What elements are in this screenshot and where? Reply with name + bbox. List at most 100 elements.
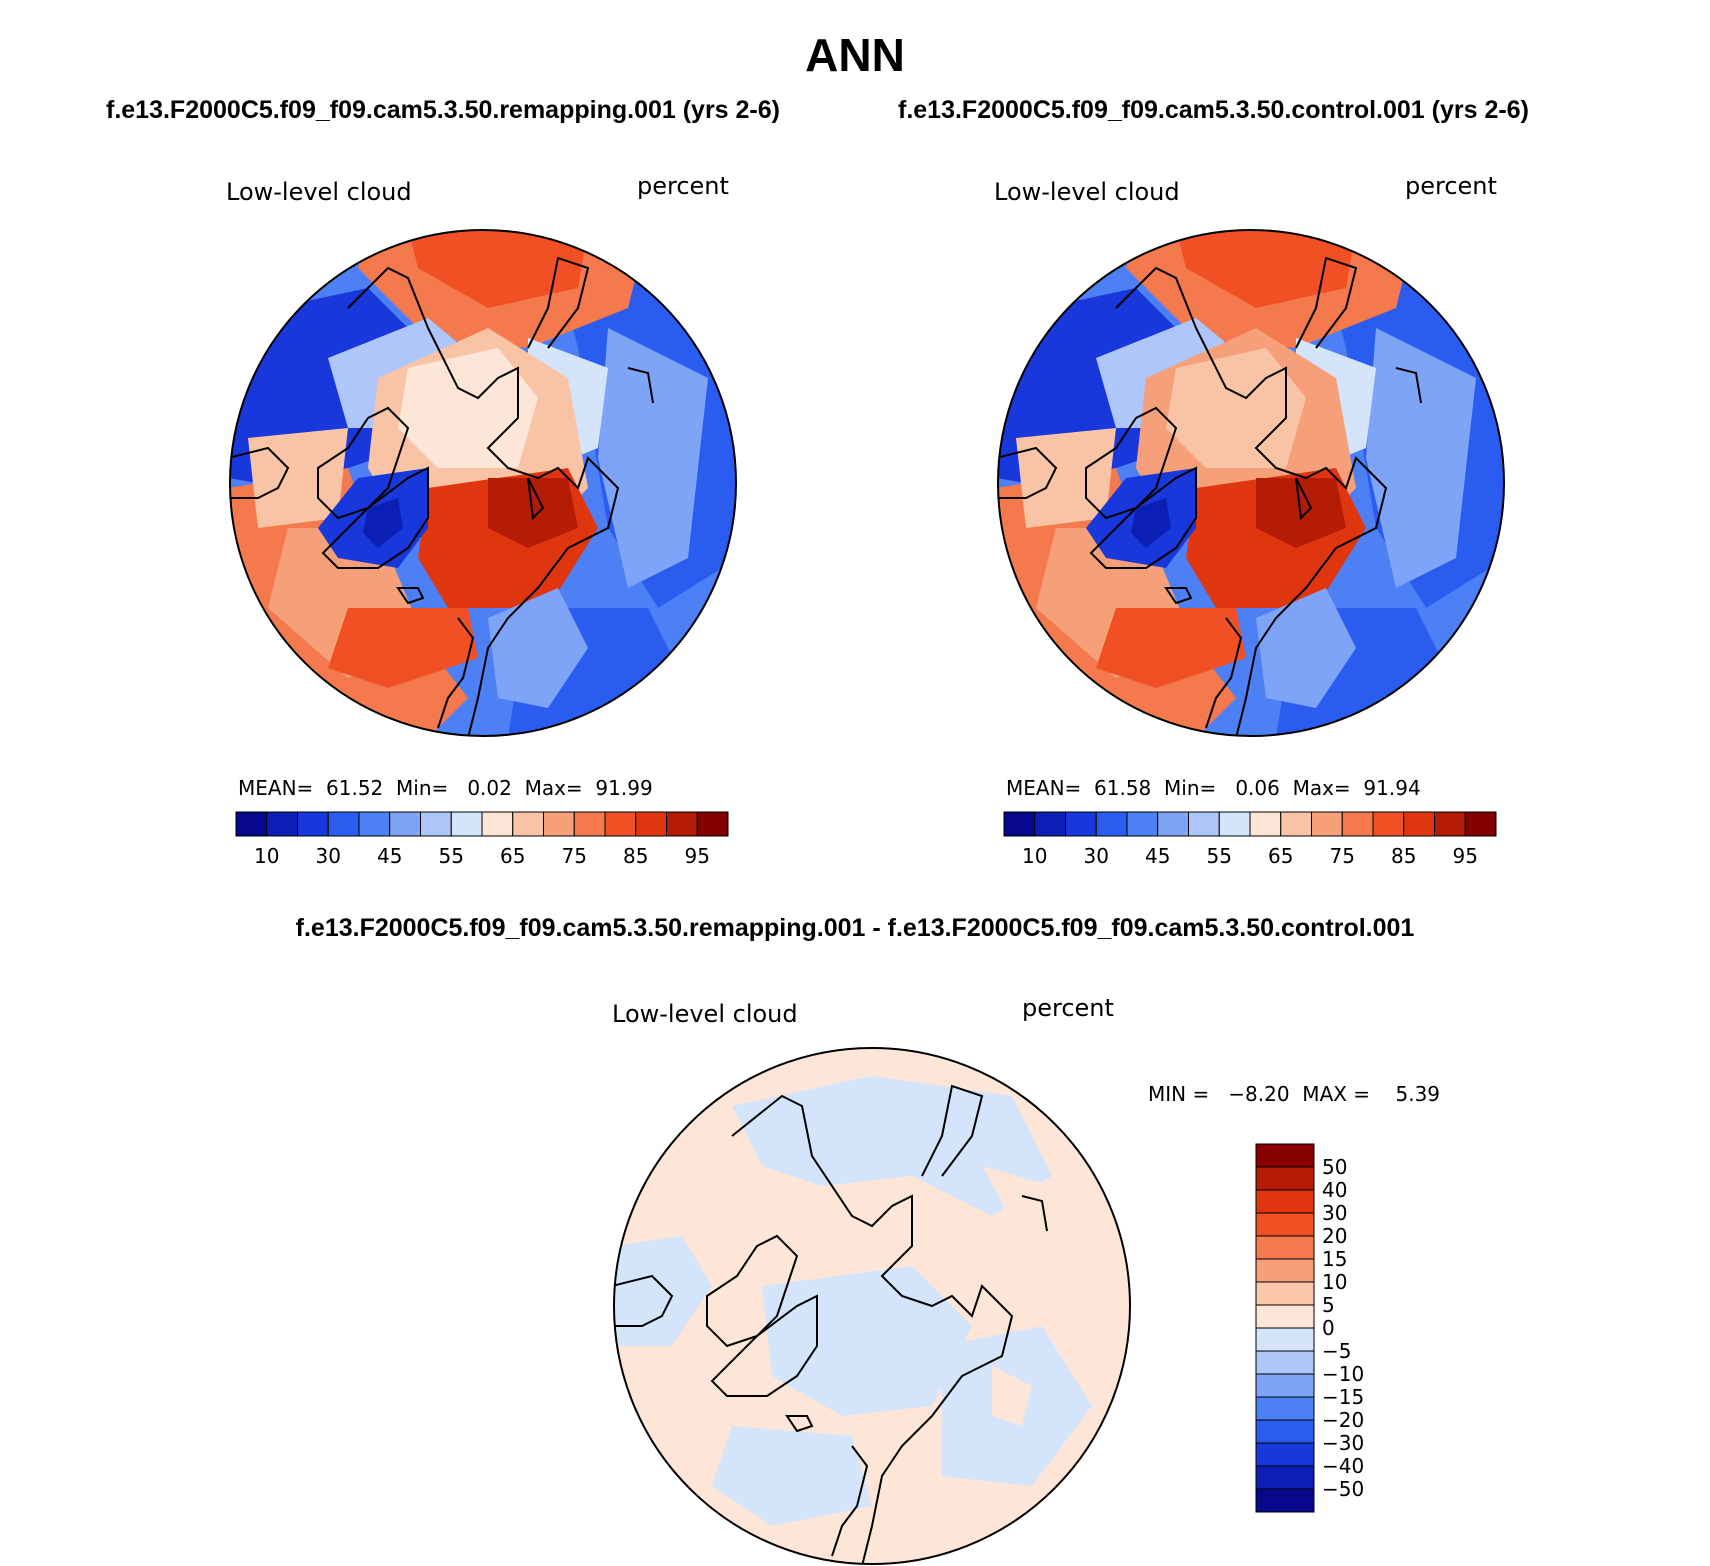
panel1-min-label: Min= bbox=[396, 776, 449, 800]
panel1-colorbar-swatch bbox=[420, 811, 452, 837]
difference-title: f.e13.F2000C5.f09_f09.cam5.3.50.remappin… bbox=[295, 914, 1415, 942]
panel2-colorbar-tick-label: 45 bbox=[1145, 844, 1171, 868]
panel1-colorbar-tick-label: 30 bbox=[315, 844, 341, 868]
panel2-colorbar-tick-label: 10 bbox=[1022, 844, 1048, 868]
page-title: ANN bbox=[805, 29, 905, 81]
difference-colorbar-tick-label: −30 bbox=[1322, 1431, 1365, 1455]
panel1-polar-map bbox=[229, 229, 737, 737]
panel2-colorbar-swatch bbox=[1218, 811, 1251, 837]
difference-colorbar-tick-label: −40 bbox=[1322, 1454, 1365, 1478]
panel2-colorbar-tick-label: 30 bbox=[1083, 844, 1109, 868]
panel1-colorbar-swatch bbox=[573, 811, 606, 837]
panel2-colorbar-swatch bbox=[1403, 811, 1435, 837]
panel1-mean-label: MEAN= bbox=[238, 776, 314, 800]
difference-field-label: Low-level cloud bbox=[612, 1000, 798, 1028]
panel2-colorbar-swatch bbox=[1003, 811, 1036, 837]
panel1-colorbar-swatch bbox=[358, 811, 391, 837]
panel1-min: 0.02 bbox=[467, 776, 512, 800]
panel2-max: 91.94 bbox=[1363, 776, 1421, 800]
panel1-colorbar-swatch bbox=[481, 811, 514, 837]
panel1-stats: MEAN= 61.52 Min= 0.02 Max= 91.99 bbox=[238, 776, 653, 800]
difference-colorbar-swatch bbox=[1255, 1281, 1315, 1306]
panel2-colorbar-swatch bbox=[1434, 811, 1466, 837]
panel2-min: 0.06 bbox=[1235, 776, 1280, 800]
panel2-colorbar-swatch bbox=[1464, 811, 1497, 837]
panel2-colorbar-swatch bbox=[1157, 811, 1189, 837]
panel2-colorbar-tick-label: 85 bbox=[1391, 844, 1417, 868]
panel1-colorbar-tick-label: 95 bbox=[684, 844, 710, 868]
difference-colorbar-ticks: 50 40 30 20 15 10 5 0 −5 −10 −15 −20 −30 −40 −50 bbox=[1322, 1144, 1402, 1512]
panel1-colorbar-swatch bbox=[512, 811, 544, 837]
panel1-colorbar bbox=[235, 811, 729, 837]
panel2-colorbar bbox=[1003, 811, 1497, 837]
panel1-colorbar-swatch bbox=[327, 811, 360, 837]
panel2-colorbar-swatch bbox=[1095, 811, 1128, 837]
panel2-min-label: Min= bbox=[1164, 776, 1217, 800]
difference-colorbar-swatch bbox=[1255, 1396, 1315, 1421]
difference-colorbar-tick-label: 15 bbox=[1322, 1247, 1348, 1271]
panel1-max: 91.99 bbox=[595, 776, 653, 800]
difference-colorbar bbox=[1255, 1143, 1315, 1513]
difference-colorbar-tick-label: 40 bbox=[1322, 1178, 1348, 1202]
panel1-colorbar-swatch bbox=[450, 811, 483, 837]
panel1-colorbar-swatch bbox=[297, 811, 329, 837]
difference-minmax: MIN = −8.20 MAX = 5.39 bbox=[1148, 1082, 1441, 1106]
panel1-colorbar-swatch bbox=[235, 811, 268, 837]
panel1-colorbar-tick-label: 65 bbox=[500, 844, 526, 868]
difference-colorbar-tick-label: 0 bbox=[1322, 1316, 1335, 1340]
difference-colorbar-tick-label: 5 bbox=[1322, 1293, 1335, 1317]
difference-colorbar-tick-label: 10 bbox=[1322, 1270, 1348, 1294]
panel1-colorbar-swatch bbox=[666, 811, 698, 837]
panel1-colorbar-swatch bbox=[696, 811, 729, 837]
panel2-field-label: Low-level cloud bbox=[994, 178, 1180, 206]
panel1-case-title: f.e13.F2000C5.f09_f09.cam5.3.50.remappin… bbox=[106, 96, 780, 124]
difference-colorbar-swatch bbox=[1255, 1350, 1315, 1375]
difference-colorbar-swatch bbox=[1255, 1212, 1315, 1237]
panel2-colorbar-tick-label: 55 bbox=[1206, 844, 1232, 868]
difference-colorbar-tick-label: −20 bbox=[1322, 1408, 1365, 1432]
difference-colorbar-swatch bbox=[1255, 1419, 1315, 1444]
difference-colorbar-swatch bbox=[1255, 1488, 1315, 1513]
panel1-colorbar-tick-label: 75 bbox=[561, 844, 587, 868]
panel1-units-label: percent bbox=[637, 172, 729, 200]
panel2-colorbar-tick-label: 75 bbox=[1329, 844, 1355, 868]
difference-colorbar-swatch bbox=[1255, 1143, 1315, 1168]
panel1-colorbar-swatch bbox=[635, 811, 667, 837]
panel1-colorbar-swatch bbox=[266, 811, 298, 837]
panel2-max-label: Max= bbox=[1292, 776, 1351, 800]
panel2-colorbar-swatch bbox=[1188, 811, 1220, 837]
panel1-field-label: Low-level cloud bbox=[226, 178, 412, 206]
difference-colorbar-tick-label: −50 bbox=[1322, 1477, 1365, 1501]
panel1-colorbar-tick-label: 55 bbox=[438, 844, 464, 868]
difference-colorbar-swatch bbox=[1255, 1373, 1315, 1398]
panel1-colorbar-tick-label: 10 bbox=[254, 844, 280, 868]
panel1-max-label: Max= bbox=[524, 776, 583, 800]
difference-colorbar-tick-label: −5 bbox=[1322, 1339, 1352, 1363]
panel1-colorbar-swatch bbox=[543, 811, 575, 837]
difference-colorbar-swatch bbox=[1255, 1258, 1315, 1283]
difference-polar-map bbox=[613, 1047, 1131, 1565]
panel1-colorbar-tick-label: 45 bbox=[377, 844, 403, 868]
difference-colorbar-tick-label: −15 bbox=[1322, 1385, 1365, 1409]
panel2-colorbar-swatch bbox=[1372, 811, 1405, 837]
difference-colorbar-swatch bbox=[1255, 1189, 1315, 1214]
panel2-colorbar-swatch bbox=[1126, 811, 1159, 837]
panel2-colorbar-swatch bbox=[1249, 811, 1282, 837]
difference-colorbar-swatch bbox=[1255, 1166, 1315, 1191]
panel2-colorbar-ticks: 10 30 45 55 65 75 85 95 bbox=[1004, 844, 1496, 872]
difference-colorbar-swatch bbox=[1255, 1304, 1315, 1329]
panel1-colorbar-ticks: 10 30 45 55 65 75 85 95 bbox=[236, 844, 728, 872]
panel2-colorbar-tick-label: 95 bbox=[1452, 844, 1478, 868]
panel1-mean: 61.52 bbox=[326, 776, 384, 800]
difference-colorbar-swatch bbox=[1255, 1465, 1315, 1490]
difference-colorbar-tick-label: −10 bbox=[1322, 1362, 1365, 1386]
panel2-mean: 61.58 bbox=[1094, 776, 1152, 800]
panel2-case-title: f.e13.F2000C5.f09_f09.cam5.3.50.control.… bbox=[898, 96, 1529, 124]
panel2-colorbar-tick-label: 65 bbox=[1268, 844, 1294, 868]
panel2-colorbar-swatch bbox=[1034, 811, 1066, 837]
difference-colorbar-tick-label: 50 bbox=[1322, 1155, 1348, 1179]
panel2-colorbar-swatch bbox=[1280, 811, 1312, 837]
difference-colorbar-tick-label: 30 bbox=[1322, 1201, 1348, 1225]
panel1-colorbar-swatch bbox=[604, 811, 637, 837]
panel2-mean-label: MEAN= bbox=[1006, 776, 1082, 800]
